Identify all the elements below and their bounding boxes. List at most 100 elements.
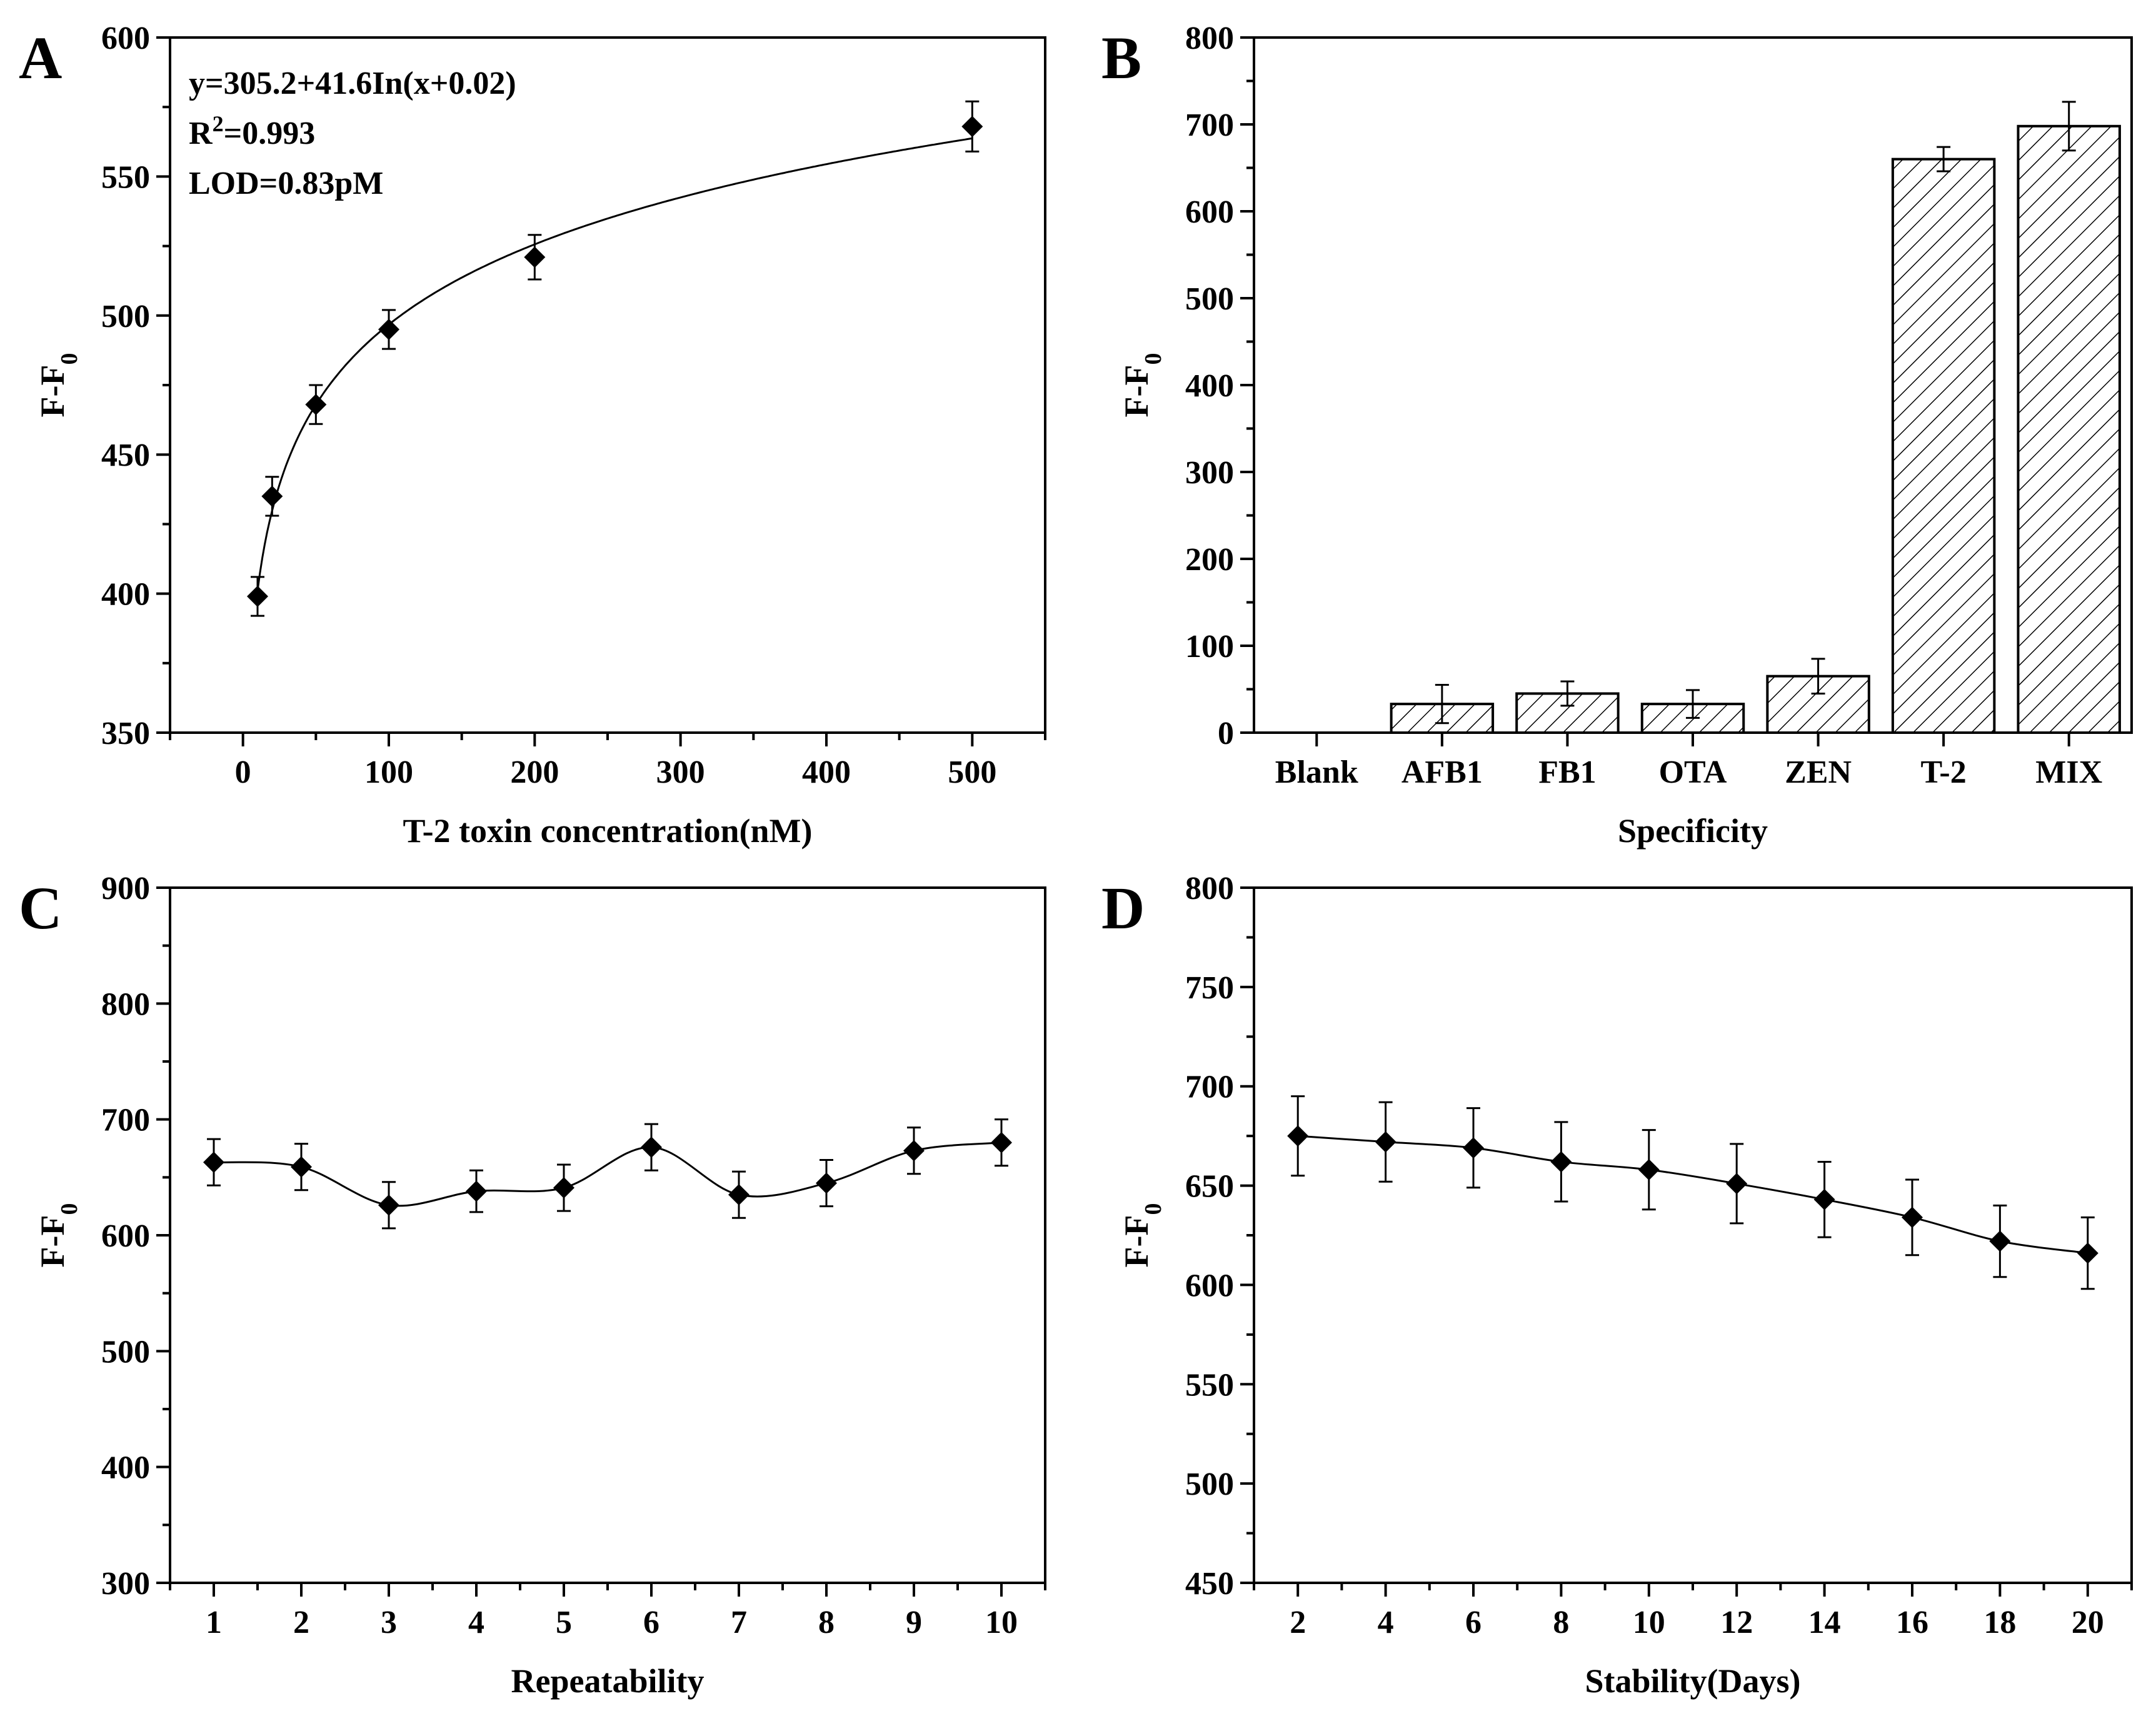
data-point	[291, 1156, 312, 1178]
data-point	[1638, 1159, 1660, 1181]
x-tick-label: 3	[381, 1605, 397, 1640]
data-point	[261, 485, 283, 507]
bar	[1766, 675, 1870, 735]
x-tick-label: 14	[1808, 1605, 1841, 1640]
y-tick-label: 0	[1218, 716, 1234, 751]
data-point	[1813, 1188, 1835, 1210]
x-tick-label: 8	[1553, 1605, 1569, 1640]
series-line	[213, 1141, 1002, 1207]
x-axis-title: T-2 toxin concentration(nM)	[403, 812, 813, 850]
x-tick-label: 4	[1378, 1605, 1394, 1640]
y-axis-title-subscript: 0	[56, 1203, 83, 1215]
fit-equation: y=305.2+41.6In(x+0.02)	[189, 66, 516, 101]
x-category-label: MIX	[2035, 755, 2102, 790]
y-tick-label: 400	[101, 1450, 150, 1486]
panel-letter: D	[1101, 875, 1145, 941]
bar	[1891, 158, 1996, 735]
data-point	[378, 319, 399, 341]
x-axis-title: Stability(Days)	[1585, 1662, 1800, 1700]
y-tick-label: 300	[1185, 455, 1234, 491]
x-tick-label: 2	[1290, 1605, 1306, 1640]
x-tick-label: 100	[364, 755, 413, 790]
data-point	[991, 1131, 1012, 1153]
y-axis-title-subscript: 0	[1140, 1203, 1166, 1215]
x-tick-label: 400	[802, 755, 851, 790]
r-squared-value: =0.993	[224, 116, 316, 151]
y-axis-title: F-F0	[1118, 353, 1166, 418]
panel-c-line-chart: C F-F0 Repeatability 300 400 500 600 700 800 900 1…	[19, 871, 1046, 1700]
y-axis-title-main: F-F	[1118, 1215, 1155, 1268]
y-tick-label: 100	[1185, 629, 1234, 665]
y-tick-label: 550	[101, 159, 150, 195]
fit-curve	[256, 137, 973, 591]
data-point	[1375, 1131, 1396, 1153]
y-tick-label: 400	[101, 577, 150, 613]
y-tick-label: 300	[101, 1566, 150, 1602]
bar	[2017, 124, 2121, 734]
x-tick-label: 4	[468, 1605, 484, 1640]
data-point	[728, 1184, 750, 1206]
x-tick-label: 6	[643, 1605, 659, 1640]
data-point	[524, 246, 546, 268]
panel-letter: C	[19, 875, 62, 941]
y-tick-label: 700	[101, 1103, 150, 1138]
x-tick-label: 8	[818, 1605, 835, 1640]
y-tick-label: 600	[1185, 1268, 1234, 1303]
y-tick-label: 450	[101, 438, 150, 473]
y-axis-title: F-F0	[34, 353, 83, 418]
y-axis-title-subscript: 0	[1140, 353, 1166, 365]
y-tick-label: 600	[1185, 194, 1234, 230]
y-tick-label: 800	[1185, 21, 1234, 56]
x-axis-title: Repeatability	[511, 1662, 704, 1700]
panel-letter: B	[1101, 24, 1141, 91]
data-point	[1463, 1137, 1484, 1159]
x-tick-label: 18	[1983, 1605, 2016, 1640]
x-category-label: FB1	[1538, 755, 1596, 790]
y-tick-label: 500	[101, 299, 150, 334]
y-tick-label: 800	[1185, 871, 1234, 906]
y-tick-label: 400	[1185, 368, 1234, 404]
x-tick-label: 300	[656, 755, 705, 790]
x-tick-label: 12	[1720, 1605, 1753, 1640]
plot-frame	[169, 886, 1046, 1584]
plot-frame	[1253, 36, 2133, 734]
data-point	[1989, 1230, 2011, 1252]
data-point	[1902, 1207, 1923, 1228]
y-tick-label: 500	[101, 1334, 150, 1370]
data-point	[1287, 1125, 1309, 1147]
data-point	[816, 1172, 837, 1194]
x-category-label: ZEN	[1785, 755, 1852, 790]
data-point	[1550, 1151, 1572, 1173]
x-tick-label: 20	[2072, 1605, 2104, 1640]
y-tick-label: 200	[1185, 542, 1234, 578]
r-squared-superscript: 2	[213, 111, 224, 136]
x-category-label: AFB1	[1401, 755, 1483, 790]
y-axis-title-main: F-F	[34, 1215, 71, 1268]
y-tick-label: 800	[101, 986, 150, 1022]
y-tick-label: 700	[1185, 108, 1234, 143]
panel-b-bar-chart: BF-F0Specificity010020030040050060070080…	[1101, 21, 2133, 850]
x-tick-label: 6	[1465, 1605, 1482, 1640]
data-point	[903, 1140, 925, 1162]
data-point	[203, 1152, 224, 1173]
r-squared: R2=0.993	[189, 111, 315, 151]
y-tick-label: 600	[101, 1218, 150, 1254]
x-category-label: OTA	[1659, 755, 1727, 790]
x-tick-label: 10	[985, 1605, 1018, 1640]
data-point	[553, 1177, 574, 1199]
x-tick-label: 9	[906, 1605, 922, 1640]
x-tick-label: 10	[1633, 1605, 1665, 1640]
y-axis-title: F-F0	[34, 1203, 83, 1268]
y-tick-label: 750	[1185, 970, 1234, 1006]
data-point	[378, 1194, 399, 1216]
y-tick-label: 350	[101, 716, 150, 751]
y-tick-label: 450	[1185, 1566, 1234, 1602]
x-category-label: Blank	[1275, 755, 1358, 790]
x-tick-label: 2	[293, 1605, 309, 1640]
r-squared-base: R	[189, 116, 213, 151]
data-point	[247, 586, 268, 608]
y-tick-label: 650	[1185, 1169, 1234, 1205]
y-axis-title-subscript: 0	[56, 353, 83, 365]
x-tick-label: 5	[556, 1605, 572, 1640]
